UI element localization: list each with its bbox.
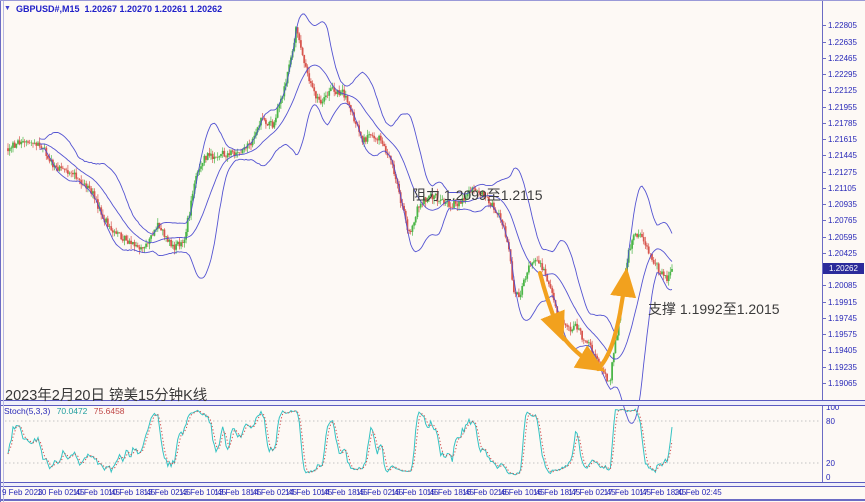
price-tick <box>822 285 826 287</box>
price-tick <box>822 350 826 352</box>
price-axis-label: 1.22465 <box>822 54 857 63</box>
price-tick <box>822 366 826 368</box>
price-tick <box>822 317 826 319</box>
price-tick <box>822 122 826 124</box>
time-axis-divider[interactable] <box>0 482 865 487</box>
price-axis-label: 1.22295 <box>822 70 857 79</box>
time-axis-label: 15 Feb 02:45 <box>356 488 404 497</box>
time-axis-label: 15 Feb 18:45 <box>426 488 474 497</box>
window-bottom-border <box>0 499 865 501</box>
price-tick <box>822 41 826 43</box>
price-tick <box>822 220 826 222</box>
stoch-scale-label: 0 <box>826 472 831 482</box>
price-tick <box>822 106 826 108</box>
price-axis-label: 1.19915 <box>822 298 857 307</box>
chart-ohlc-values: 1.20267 1.20270 1.20261 1.20262 <box>84 3 223 14</box>
time-axis-label: 20 Feb 02:45 <box>674 488 722 497</box>
price-axis-label: 1.19405 <box>822 346 857 355</box>
price-axis-label: 1.20935 <box>822 200 857 209</box>
price-axis-label: 1.19235 <box>822 363 857 372</box>
time-axis-label: 16 Feb 18:45 <box>533 488 581 497</box>
time-axis-label: 17 Feb 02:45 <box>568 488 616 497</box>
time-axis-label: 13 Feb 18:45 <box>214 488 262 497</box>
time-axis-label: 17 Feb 18:45 <box>639 488 687 497</box>
price-axis-label: 1.21275 <box>822 168 857 177</box>
price-axis-label: 1.20425 <box>822 249 857 258</box>
time-axis-label: 16 Feb 10:45 <box>497 488 545 497</box>
price-tick <box>822 90 826 92</box>
stochastic-lines <box>5 408 820 476</box>
panel-resize-handle[interactable] <box>0 400 865 406</box>
time-axis-label: 13 Feb 02:45 <box>143 488 191 497</box>
time-axis-label: 9 Feb 2023 <box>2 488 43 497</box>
price-tick <box>822 301 826 303</box>
window-left-border-inner <box>3 1 4 502</box>
price-axis-label: 1.21955 <box>822 103 857 112</box>
current-price-badge: 1.20262 <box>823 263 864 275</box>
price-axis-label: 1.22125 <box>822 86 857 95</box>
stochastic-k-value: 70.0472 <box>56 406 88 416</box>
price-tick <box>822 74 826 76</box>
price-axis-divider <box>822 1 823 484</box>
price-axis-label: 1.21615 <box>822 135 857 144</box>
chart-symbol-title: GBPUSD#,M15 <box>15 3 80 14</box>
time-axis-label: 10 Feb 10:45 <box>72 488 120 497</box>
price-tick <box>822 155 826 157</box>
stoch-scale-label: 100 <box>826 402 840 412</box>
time-axis-label: 14 Feb 18:45 <box>320 488 368 497</box>
bollinger-bands <box>39 13 673 424</box>
price-tick <box>822 252 826 254</box>
stoch-scale-label: 20 <box>826 458 835 468</box>
price-axis-label: 1.21785 <box>822 119 857 128</box>
price-axis-label: 1.22635 <box>822 38 857 47</box>
price-tick <box>822 236 826 238</box>
price-axis-label: 1.19745 <box>822 314 857 323</box>
stochastic-d-value: 75.6458 <box>93 406 125 416</box>
price-axis-label: 1.20765 <box>822 216 857 225</box>
price-tick <box>822 334 826 336</box>
stochastic-indicator-label: Stoch(5,3,3) 70.0472 75.6458 <box>4 406 125 416</box>
price-tick <box>822 57 826 59</box>
time-axis-label: 13 Feb 10:45 <box>179 488 227 497</box>
chart-caption: 2023年2月20日 镑美15分钟K线 <box>5 388 208 404</box>
support-annotation: 支撑 1.1992至1.2015 <box>648 301 780 317</box>
resistance-annotation: 阻力 1.2099至1.2115 <box>412 187 543 203</box>
price-axis-label: 1.22805 <box>822 21 857 30</box>
stoch-scale-label: 80 <box>826 416 835 426</box>
price-tick <box>822 187 826 189</box>
price-tick <box>822 382 826 384</box>
time-axis[interactable]: 9 Feb 2023 10 Feb 02:45 10 Feb 10:45 10 Feb… <box>0 485 865 500</box>
price-tick <box>822 139 826 141</box>
time-axis-label: 10 Feb 02:45 <box>37 488 85 497</box>
time-axis-label: 17 Feb 10:45 <box>603 488 651 497</box>
price-axis-label: 1.20595 <box>822 233 857 242</box>
price-tick <box>822 171 826 173</box>
stochastic-name: Stoch(5,3,3) <box>4 406 51 416</box>
price-axis-label: 1.20085 <box>822 281 857 290</box>
window-left-border <box>0 1 1 502</box>
price-axis-label: 1.21105 <box>822 184 856 193</box>
price-axis-label: 1.19065 <box>822 379 857 388</box>
time-axis-label: 16 Feb 02:45 <box>462 488 510 497</box>
trend-arrow-annotation <box>537 267 637 372</box>
price-tick <box>822 25 826 27</box>
price-axis-label: 1.21445 <box>822 151 857 160</box>
price-axis-label: 1.19575 <box>822 330 857 339</box>
chart-title-bar: ▼ GBPUSD#,M15 1.20267 1.20270 1.20261 1.… <box>4 3 222 14</box>
time-axis-label: 15 Feb 10:45 <box>391 488 439 497</box>
time-axis-label: 14 Feb 02:45 <box>249 488 297 497</box>
chart-dropdown-icon[interactable]: ▼ <box>4 5 11 12</box>
time-axis-label: 14 Feb 10:45 <box>285 488 333 497</box>
price-tick <box>822 204 826 206</box>
price-axis[interactable]: 1.22805 1.22635 1.22465 1.22295 1.22125 1.219… <box>822 1 865 484</box>
time-axis-label: 10 Feb 18:45 <box>108 488 156 497</box>
